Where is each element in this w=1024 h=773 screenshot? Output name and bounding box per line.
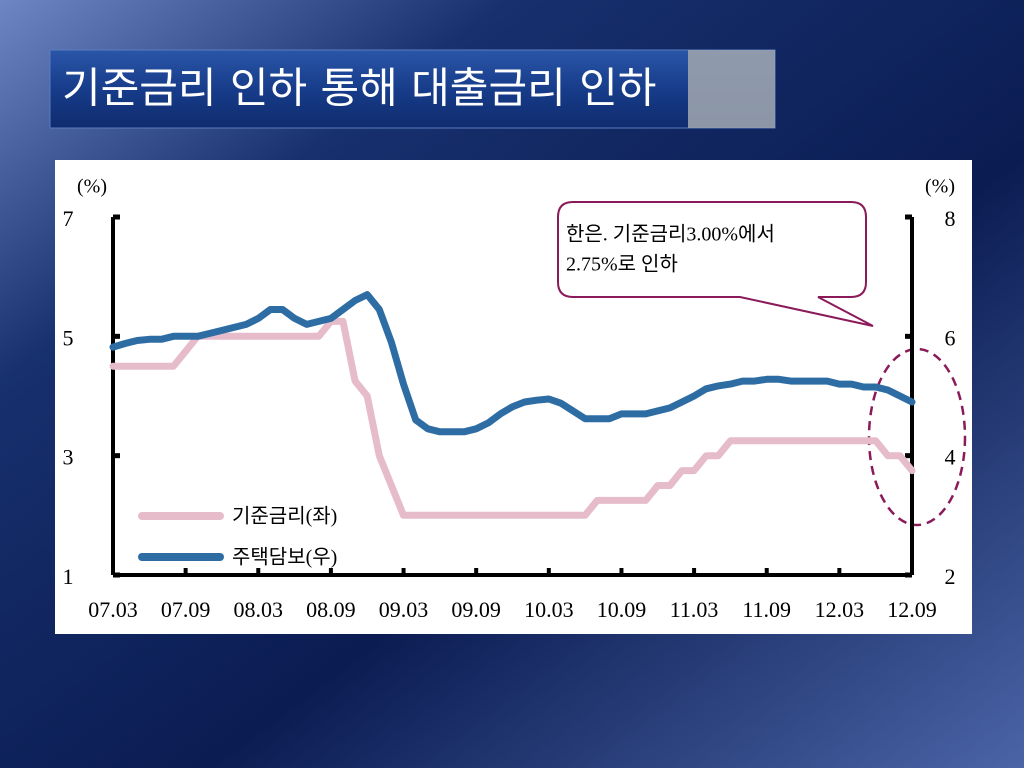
legend-label: 기준금리(좌) [232, 505, 337, 528]
y-tick-label: 5 [63, 325, 74, 350]
legend-label: 주택담보(우) [232, 546, 337, 569]
y-tick-label: 7 [63, 206, 74, 231]
callout [557, 201, 874, 327]
x-tick-label: 12.03 [815, 597, 865, 622]
y2-tick-label: 2 [945, 564, 956, 589]
plot: 1 3 5 7 2 4 6 8 07.03 07.09 08.03 08.09 09.03 09.09 10… [63, 206, 956, 622]
x-tick-label: 08.09 [306, 597, 356, 622]
slide-title: 기준금리 인하 통해 대출금리 인하 [62, 64, 656, 113]
series-line [109, 291, 916, 436]
x-tick-label: 08.03 [234, 597, 284, 622]
callout-text: 2.75%로 인하 [566, 253, 678, 276]
x-tick-label: 12.09 [887, 597, 937, 622]
y-axis-label: (%) [77, 176, 107, 198]
y2-axis-label: (%) [925, 176, 955, 198]
title-box-accent [688, 50, 775, 128]
x-tick-label: 09.03 [379, 597, 429, 622]
callout-text: 한은. 기준금리3.00%에서 [566, 223, 775, 246]
x-tick-label: 11.03 [670, 597, 719, 622]
x-tick-label: 07.03 [88, 597, 138, 622]
y-tick-label: 1 [63, 564, 74, 589]
x-tick-label: 09.09 [451, 597, 501, 622]
highlight-ellipse [867, 347, 967, 527]
title-box [49, 49, 776, 129]
series-line [109, 317, 916, 519]
y2-tick-label: 8 [945, 206, 956, 231]
y2-tick-label: 6 [945, 325, 956, 350]
y2-tick-label: 4 [945, 445, 956, 470]
y-tick-label: 3 [63, 445, 74, 470]
x-tick-label: 10.09 [597, 597, 647, 622]
x-tick-label: 07.09 [161, 597, 211, 622]
x-tick-label: 11.09 [742, 597, 791, 622]
x-tick-label: 10.03 [524, 597, 574, 622]
